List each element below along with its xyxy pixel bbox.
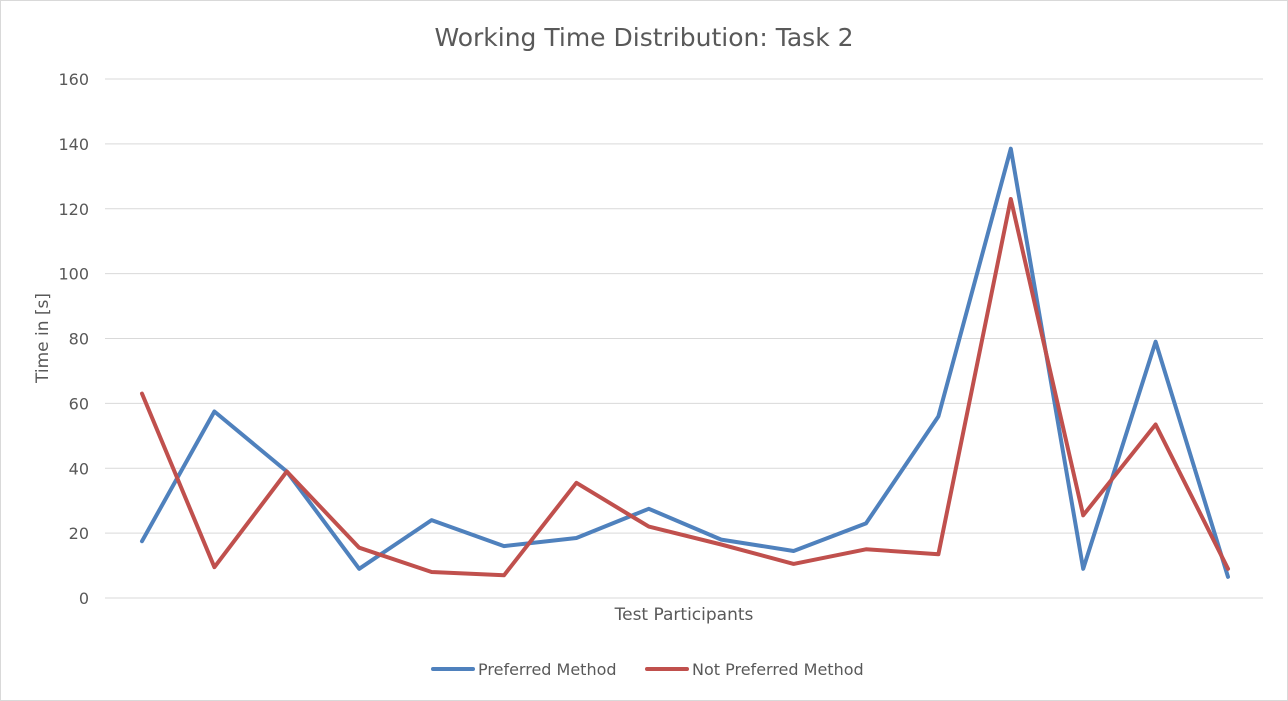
y-tick-label-100: 100 bbox=[58, 265, 89, 284]
y-tick-label-160: 160 bbox=[58, 70, 89, 89]
x-axis-title: Test Participants bbox=[614, 605, 754, 625]
legend-label-2: Not Preferred Method bbox=[692, 660, 864, 679]
series-lines bbox=[140, 146, 1230, 579]
y-tick-label-120: 120 bbox=[58, 200, 89, 219]
y-tick-label-20: 20 bbox=[69, 524, 89, 543]
chart-title: Working Time Distribution: Task 2 bbox=[434, 23, 853, 52]
y-tick-label-40: 40 bbox=[69, 459, 89, 478]
y-tick-label-60: 60 bbox=[69, 394, 89, 413]
legend-label-1: Preferred Method bbox=[478, 660, 617, 679]
series-line-2 bbox=[140, 197, 1230, 578]
y-tick-label-0: 0 bbox=[79, 589, 89, 608]
legend: Preferred Method Not Preferred Method bbox=[431, 660, 864, 679]
y-tick-label-140: 140 bbox=[58, 135, 89, 154]
y-tick-label-80: 80 bbox=[69, 330, 89, 349]
series-line-1 bbox=[140, 146, 1230, 579]
gridlines bbox=[105, 78, 1263, 599]
y-axis-title: Time in [s] bbox=[33, 293, 53, 384]
y-axis-ticks: 0 20 40 60 80 100 120 140 160 bbox=[58, 70, 89, 608]
